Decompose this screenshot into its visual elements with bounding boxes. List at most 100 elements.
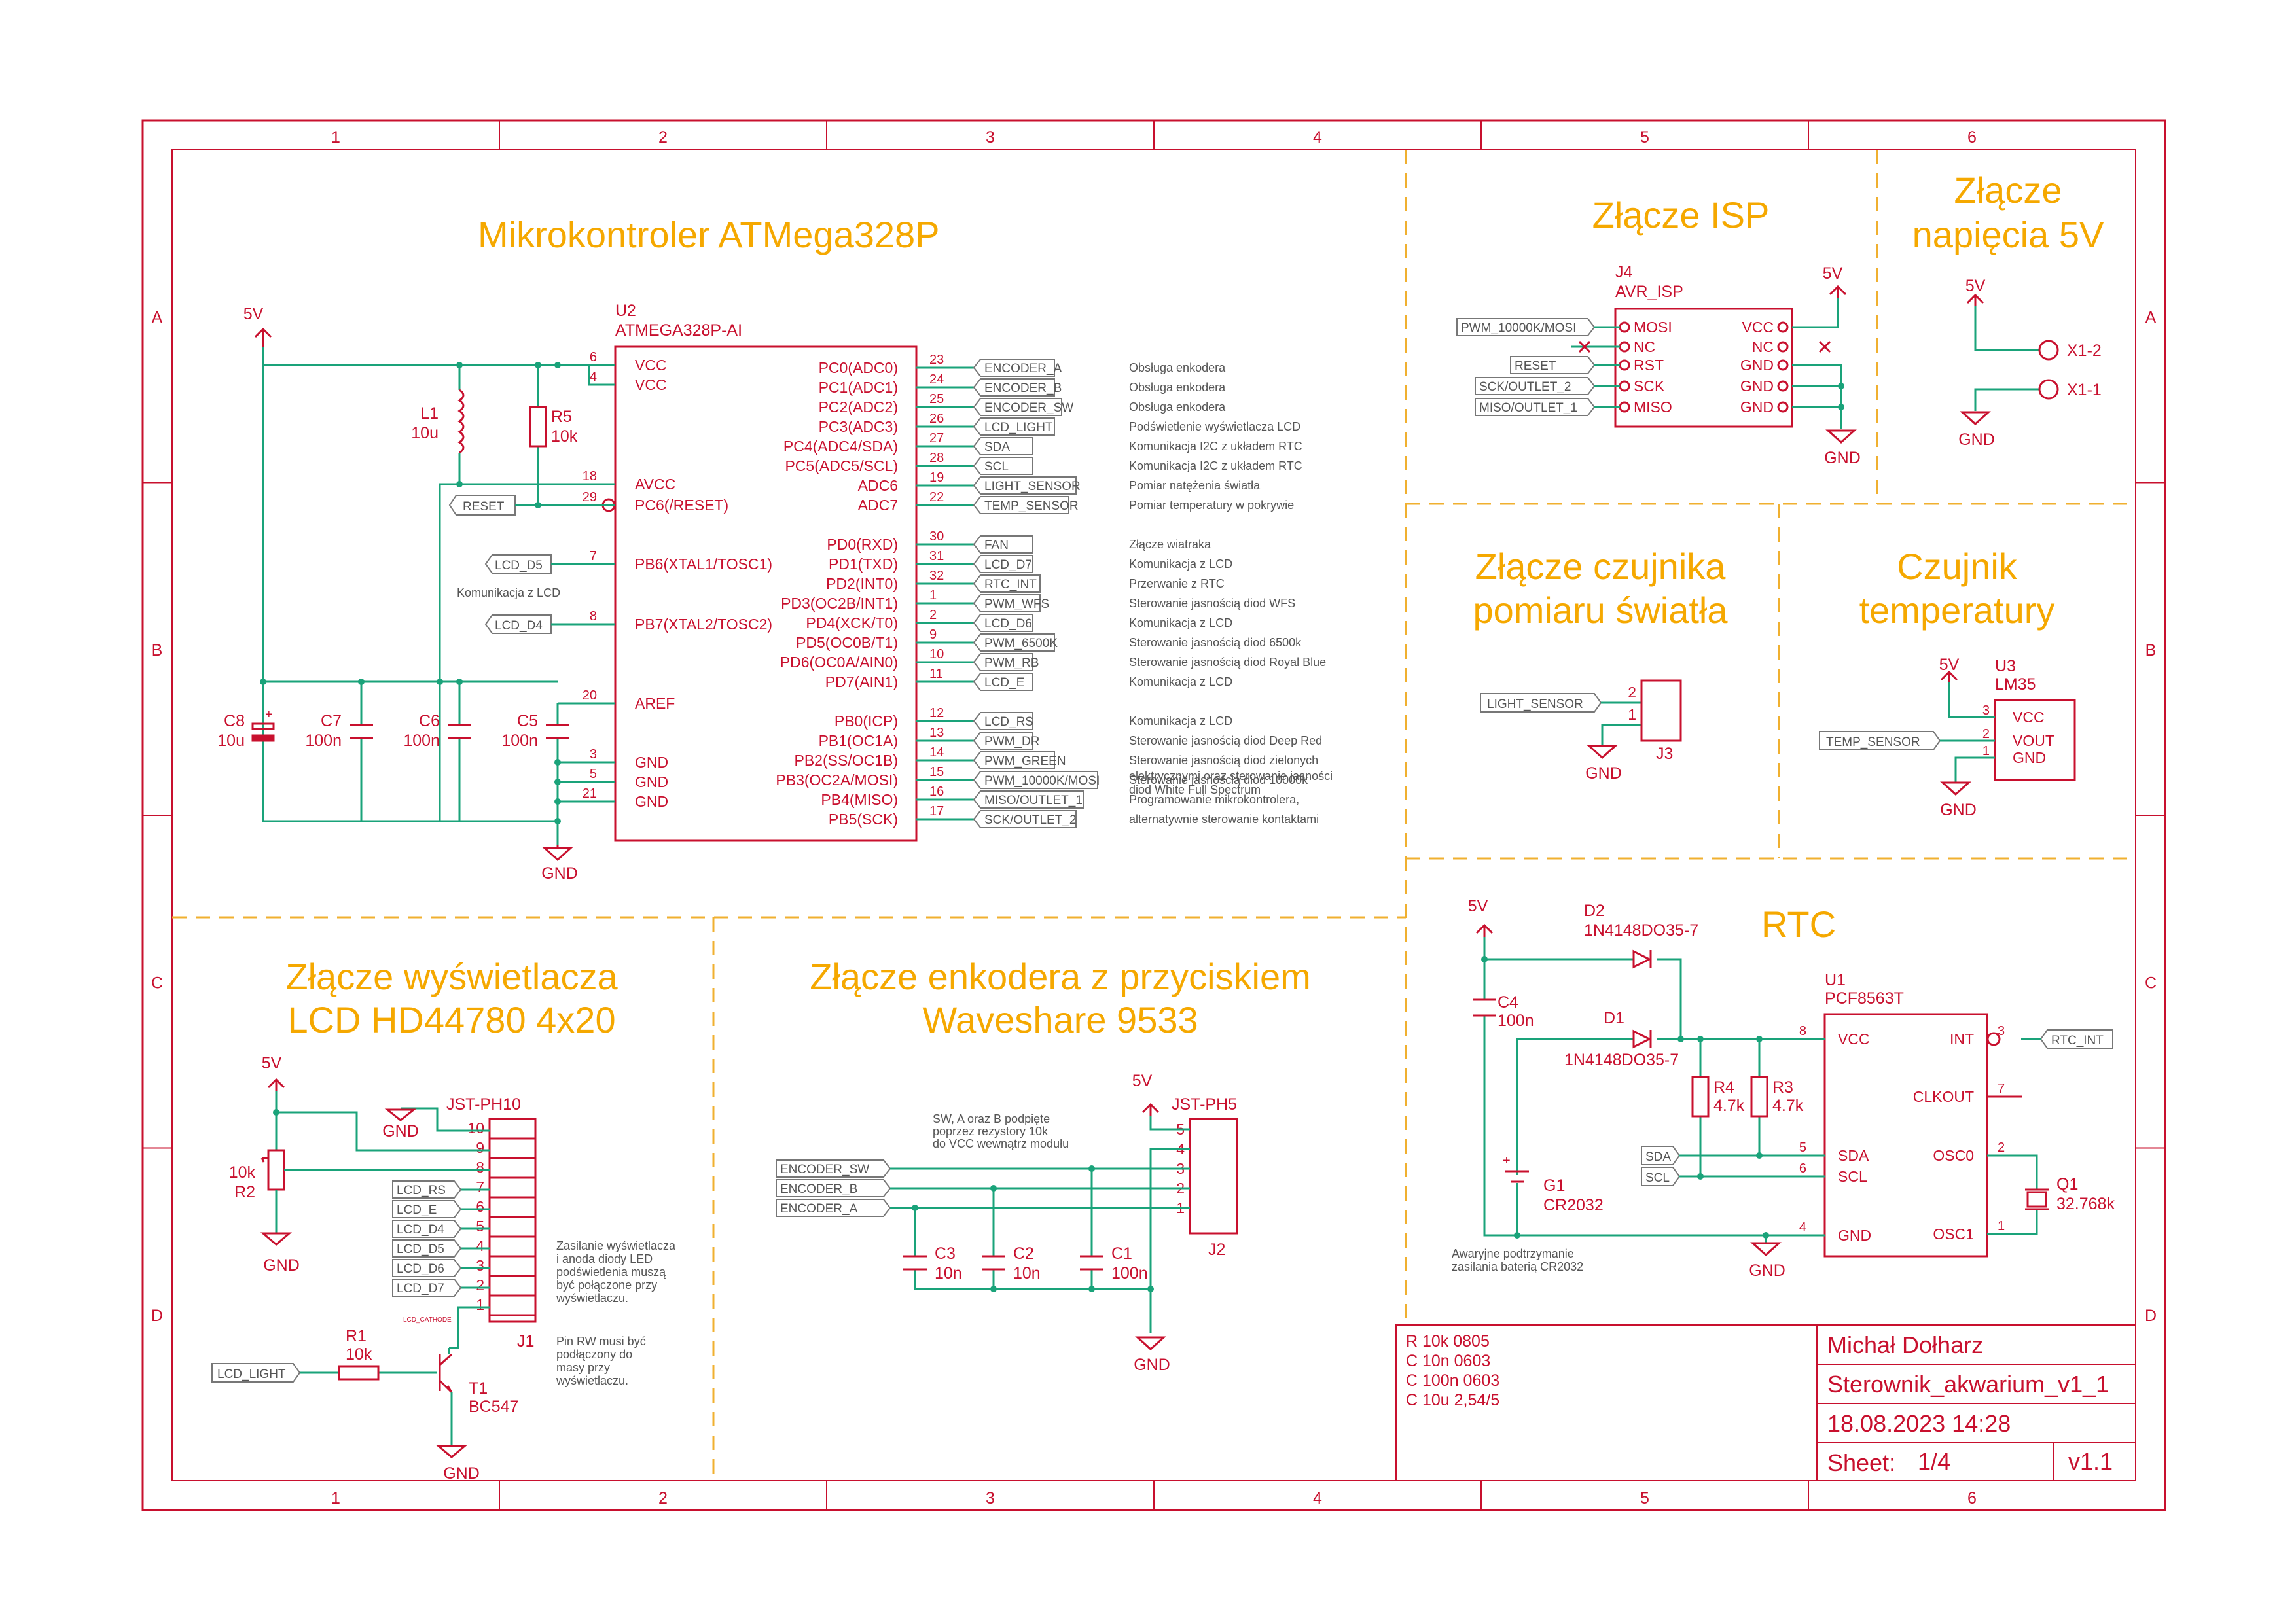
u2-pin-name: GND <box>635 773 668 790</box>
u3-pin-name: VCC <box>2013 709 2045 726</box>
u2-net-flag-box <box>973 476 1077 495</box>
q1-ref: Q1 <box>2056 1175 2078 1193</box>
g1-value: CR2032 <box>1543 1196 1604 1214</box>
sheet-label: Sheet: <box>1827 1449 1895 1476</box>
part-c10n: C 10n 0603 <box>1406 1352 1490 1370</box>
u2-net-flag-box <box>973 732 1033 750</box>
col-label-bottom: 4 <box>1313 1489 1322 1508</box>
lcd-flag: LCD_D7 <box>397 1282 444 1296</box>
u2-pin-num: 30 <box>929 529 944 544</box>
lcd-flag: LCD_D6 <box>397 1262 444 1276</box>
u2-pin-num: 8 <box>590 609 597 624</box>
svg-text:GND: GND <box>1585 764 1622 783</box>
c3-value: 10n <box>935 1264 962 1282</box>
u2-net-flag: MISO/OUTLET_1 <box>984 794 1083 807</box>
gnd-symbol: GND <box>541 845 578 883</box>
l1-value: 10u <box>411 424 439 442</box>
u2-net-flag-box <box>973 594 1041 612</box>
vcc-symbol: 5V <box>243 305 272 347</box>
u2-net-flag-box <box>973 555 1033 573</box>
temp-sensor: U3 LM35 5V TEMP_SENSOR GND 3 VCC 2 VOUT 1 GND <box>1819 656 2076 819</box>
encoder-flag: ENCODER_A <box>780 1202 858 1216</box>
encoder-flag: ENCODER_SW <box>780 1163 869 1176</box>
j1-pin-num: 2 <box>476 1277 484 1294</box>
row-label-left: B <box>152 641 163 660</box>
c6-ref: C6 <box>419 712 440 730</box>
j1-pin-num: 4 <box>476 1237 484 1254</box>
date: 18.08.2023 14:28 <box>1827 1410 2011 1437</box>
u2-net-flag: LIGHT_SENSOR <box>984 480 1081 493</box>
isp-pin-right: GND <box>1740 357 1774 374</box>
c1-ref: C1 <box>1111 1244 1132 1263</box>
lcd-flag: LCD_D5 <box>397 1243 444 1256</box>
u1-pin-name: SCL <box>1838 1168 1867 1185</box>
power-section-title-1: Złącze <box>1954 169 2062 211</box>
col-label-bottom: 2 <box>658 1489 668 1508</box>
enc-section-title-1: Złącze enkodera z przyciskiem <box>810 956 1311 997</box>
row-label-left: D <box>151 1307 163 1325</box>
u2-net-flag: LCD_LIGHT <box>984 421 1053 434</box>
author: Michał Dołharz <box>1827 1332 1983 1358</box>
c4-value: 100n <box>1498 1012 1534 1030</box>
u2-pin-name: PB4(MISO) <box>821 791 898 808</box>
lcd-flag: LCD_D4 <box>397 1223 444 1237</box>
u2-pin-name: PB3(OC2A/MOSI) <box>776 771 898 788</box>
u2-pin-name: PD3(OC2B/INT1) <box>781 595 898 612</box>
rtc-int-flag: RTC_INT <box>2051 1034 2104 1048</box>
col-label-top: 6 <box>1967 128 1977 147</box>
u1-pin-name: VCC <box>1838 1031 1870 1048</box>
j1-pin-num: 7 <box>476 1178 484 1195</box>
u2-pin-num: 20 <box>583 688 597 703</box>
isp-pin-left: NC <box>1634 338 1655 355</box>
lcd-d4-flag-mcu: LCD_D4 <box>495 619 543 633</box>
svg-text:GND: GND <box>1958 431 1995 449</box>
u2-net-flag: PWM_WFS <box>984 597 1049 611</box>
c6-value: 100n <box>403 732 440 750</box>
u2-pin-num: 18 <box>583 469 597 484</box>
u2-net-flag: RTC_INT <box>984 578 1037 591</box>
lcd-section-title-1: Złącze wyświetlacza <box>285 956 618 997</box>
u2-pin-name: PD1(TXD) <box>829 556 898 573</box>
lcd-note-1: Zasilanie wyświetlacza <box>556 1239 676 1252</box>
u2-net-flag-box <box>973 633 1055 652</box>
j1-pin-num: 6 <box>476 1198 484 1215</box>
isp-flag: PWM_10000K/MOSI <box>1461 321 1576 335</box>
power-connector: 5V X1-2 X1-1 GND <box>1958 277 2102 449</box>
isp-pin-left: RST <box>1634 357 1664 374</box>
rtc-section-title: RTC <box>1761 904 1836 945</box>
u2-pin-num: 10 <box>929 647 944 662</box>
u2-pin-num: 7 <box>590 549 597 563</box>
u2-pin-name: PB2(SS/OC1B) <box>795 752 899 769</box>
r1-value: 10k <box>346 1345 372 1364</box>
isp-flag: SCK/OUTLET_2 <box>1479 380 1571 394</box>
u1-pin-num: 4 <box>1799 1220 1806 1235</box>
u2-pin-num: 29 <box>583 490 597 504</box>
t1-ref: T1 <box>469 1379 488 1398</box>
rtc-note: Awaryjne podtrzymanie <box>1452 1247 1574 1260</box>
part-r10k: R 10k 0805 <box>1406 1332 1490 1350</box>
rtc-block: U1 PCF8563T VCC 8 SDA 5 SCL 6 GND 4 INT 3 CLKOUT 7 O… <box>1452 897 2115 1280</box>
u2-pin-desc: Pomiar temperatury w pokrywie <box>1129 499 1294 512</box>
svg-text:GND: GND <box>382 1122 419 1140</box>
isp-block: J4 AVR_ISP MOSI VCC NC NC RST GND SCK GND MISO GN… <box>1456 263 1861 467</box>
encoder-note: SW, A oraz B podpięte <box>933 1112 1050 1125</box>
u2-pin-desc: Pomiar natężenia światła <box>1129 479 1261 492</box>
u2-pin-num: 15 <box>929 765 944 779</box>
u1-pin-num: 1 <box>1998 1219 2005 1233</box>
u2-pin-name: ADC7 <box>858 497 898 514</box>
u2-pin-desc: Sterowanie jasnością diod Royal Blue <box>1129 656 1326 669</box>
lcd-note-2: masy przy <box>556 1361 610 1374</box>
light-sensor-flag: LIGHT_SENSOR <box>1487 697 1583 711</box>
u2-net-flag: ENCODER_A <box>984 362 1062 376</box>
col-label-top: 4 <box>1313 128 1322 147</box>
isp-pin-left: MISO <box>1634 398 1672 415</box>
j2-ref: J2 <box>1208 1241 1225 1259</box>
r3-value: 4.7k <box>1772 1097 1804 1115</box>
u2-net-flag: PWM_6500K <box>984 637 1058 650</box>
isp-section-title: Złącze ISP <box>1592 194 1770 236</box>
part-c100n: C 100n 0603 <box>1406 1371 1499 1390</box>
u2-body <box>614 345 918 842</box>
u2-pin-num: 25 <box>929 392 944 406</box>
u2-pin-num: 13 <box>929 726 944 740</box>
u1-value: PCF8563T <box>1825 989 1904 1008</box>
